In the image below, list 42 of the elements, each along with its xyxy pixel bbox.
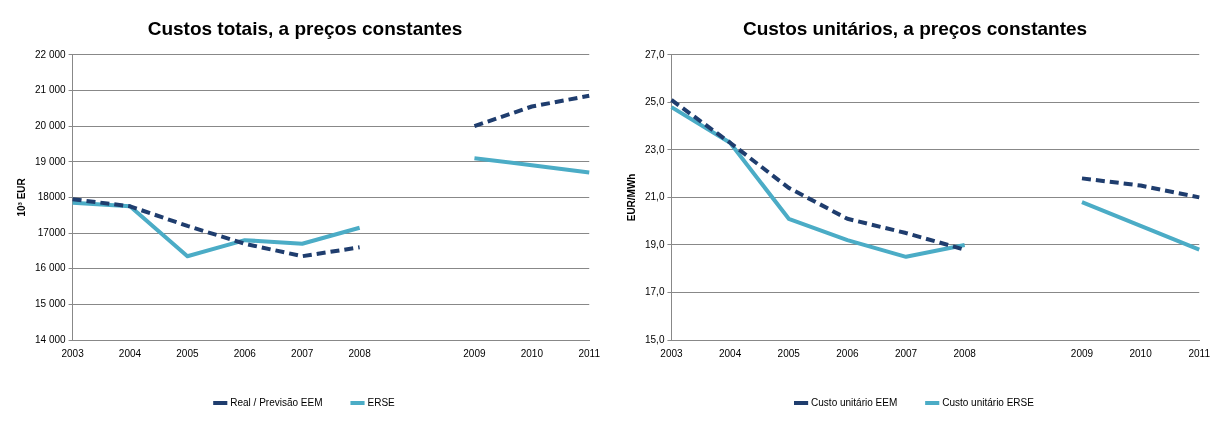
y-tick-label: 19 000 bbox=[34, 155, 67, 167]
y-tick-label: 25,0 bbox=[644, 96, 665, 108]
chart-title: Custos totais, a preços constantes bbox=[147, 17, 463, 39]
y-axis-title: 10³ EUR bbox=[15, 177, 27, 217]
x-tick-label: 2003 bbox=[61, 347, 85, 359]
x-tick-label: 2008 bbox=[953, 347, 977, 359]
x-tick-label: 2009 bbox=[463, 347, 486, 359]
x-tick-label: 2005 bbox=[176, 347, 199, 359]
x-tick-label: 2008 bbox=[348, 347, 372, 359]
y-tick-label: 17,0 bbox=[644, 286, 665, 298]
x-tick-label: 2004 bbox=[118, 347, 142, 359]
legend-label: Custo unitário ERSE bbox=[942, 396, 1035, 408]
legend-label: Custo unitário EEM bbox=[811, 396, 898, 408]
y-tick-label: 23,0 bbox=[644, 143, 665, 155]
y-axis-title: EUR/MWh bbox=[625, 173, 637, 222]
y-tick-label: 27,0 bbox=[644, 48, 665, 60]
chart-title: Custos unitários, a preços constantes bbox=[742, 17, 1088, 39]
y-tick-label: 20 000 bbox=[34, 119, 67, 131]
y-tick-label: 21 000 bbox=[34, 84, 67, 96]
y-tick-label: 18000 bbox=[37, 191, 67, 203]
x-tick-label: 2007 bbox=[894, 347, 918, 359]
x-tick-label: 2007 bbox=[291, 347, 314, 359]
x-tick-label: 2004 bbox=[718, 347, 742, 359]
y-tick-label: 17000 bbox=[37, 226, 67, 238]
x-tick-label: 2006 bbox=[233, 347, 257, 359]
y-tick-label: 22 000 bbox=[34, 48, 67, 60]
x-tick-label: 2006 bbox=[836, 347, 859, 359]
x-tick-label: 2011 bbox=[1188, 347, 1211, 359]
x-tick-label: 2005 bbox=[777, 347, 801, 359]
legend-label: Real / Previsão EEM bbox=[230, 396, 323, 408]
legend-label: ERSE bbox=[367, 396, 396, 408]
y-tick-label: 15 000 bbox=[34, 298, 67, 310]
y-tick-label: 21,0 bbox=[644, 191, 665, 203]
y-tick-label: 19,0 bbox=[644, 238, 665, 250]
x-tick-label: 2010 bbox=[520, 347, 544, 359]
x-tick-label: 2009 bbox=[1070, 347, 1094, 359]
y-tick-label: 15,0 bbox=[644, 333, 665, 345]
x-tick-label: 2003 bbox=[660, 347, 684, 359]
x-tick-label: 2011 bbox=[578, 347, 601, 359]
x-tick-label: 2010 bbox=[1129, 347, 1153, 359]
y-tick-label: 14 000 bbox=[34, 333, 67, 345]
y-tick-label: 16 000 bbox=[34, 262, 67, 274]
